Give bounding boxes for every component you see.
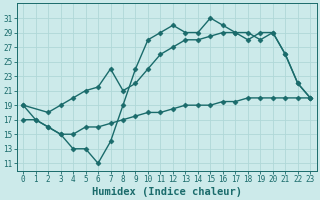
X-axis label: Humidex (Indice chaleur): Humidex (Indice chaleur)	[92, 186, 242, 197]
